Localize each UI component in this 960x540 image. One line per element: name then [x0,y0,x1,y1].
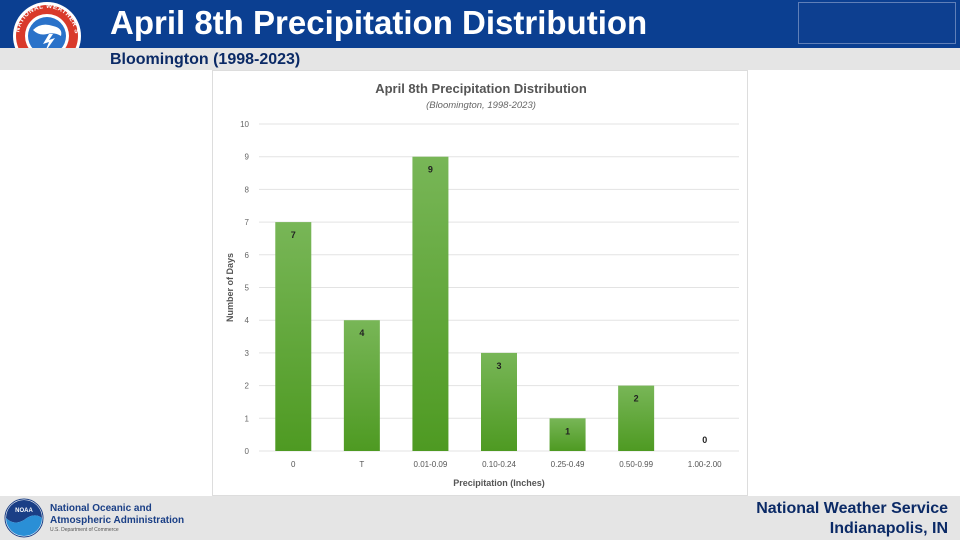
page-title: April 8th Precipitation Distribution [110,4,648,41]
bar-value-label: 0 [702,435,707,445]
x-tick-label: 0.50-0.99 [619,460,653,469]
bar-value-label: 3 [496,361,501,371]
y-tick-label: 0 [245,447,250,456]
header-box [798,2,956,44]
bar-value-label: 7 [291,230,296,240]
y-tick-label: 9 [245,153,250,162]
x-tick-label: 0.25-0.49 [551,460,585,469]
x-tick-label: 0 [291,460,296,469]
noaa-name-line2: Atmospheric Administration [50,515,185,526]
noaa-logo: NOAA [4,498,44,538]
y-tick-label: 3 [245,349,250,358]
svg-text:NOAA: NOAA [15,508,33,514]
bar-value-label: 4 [359,328,364,338]
bar-value-label: 9 [428,165,433,175]
office-line1: National Weather Service [756,500,948,517]
bar [549,418,586,451]
x-tick-label: 1.00-2.00 [688,460,722,469]
subtitle-bar [0,48,960,70]
footer-bar [0,496,960,540]
y-tick-label: 4 [245,316,250,325]
noaa-name-line1: National Oceanic and [50,503,152,514]
bar-value-label: 2 [634,394,639,404]
bar [412,156,449,451]
bar-chart: April 8th Precipitation Distribution (Blo… [225,81,739,488]
office-name: National Weather Service Indianapolis, I… [756,499,948,539]
noaa-name: National Oceanic and Atmospheric Adminis… [50,503,184,527]
bar [275,222,312,451]
y-tick-label: 8 [245,185,250,194]
y-tick-label: 1 [245,414,250,423]
y-axis-label: Number of Days [225,253,235,322]
bar-value-label: 1 [565,426,570,436]
page-subtitle: Bloomington (1998-2023) [110,51,301,68]
x-axis-label: Precipitation (Inches) [453,478,545,488]
y-tick-label: 2 [245,382,250,391]
x-tick-label: T [359,460,364,469]
x-tick-label: 0.01-0.09 [414,460,448,469]
noaa-dept: U.S. Department of Commerce [50,527,119,533]
chart-subtitle: (Bloomington, 1998-2023) [426,100,536,111]
y-tick-label: 7 [245,218,250,227]
x-tick-label: 0.10-0.24 [482,460,516,469]
bar [343,320,380,451]
bar [618,385,655,451]
chart-panel: April 8th Precipitation Distribution (Blo… [212,70,748,496]
y-tick-label: 10 [240,120,249,129]
y-tick-label: 6 [245,251,250,260]
bar [481,352,517,451]
y-tick-label: 5 [245,284,250,293]
office-line2: Indianapolis, IN [829,520,948,537]
chart-title: April 8th Precipitation Distribution [375,81,587,96]
